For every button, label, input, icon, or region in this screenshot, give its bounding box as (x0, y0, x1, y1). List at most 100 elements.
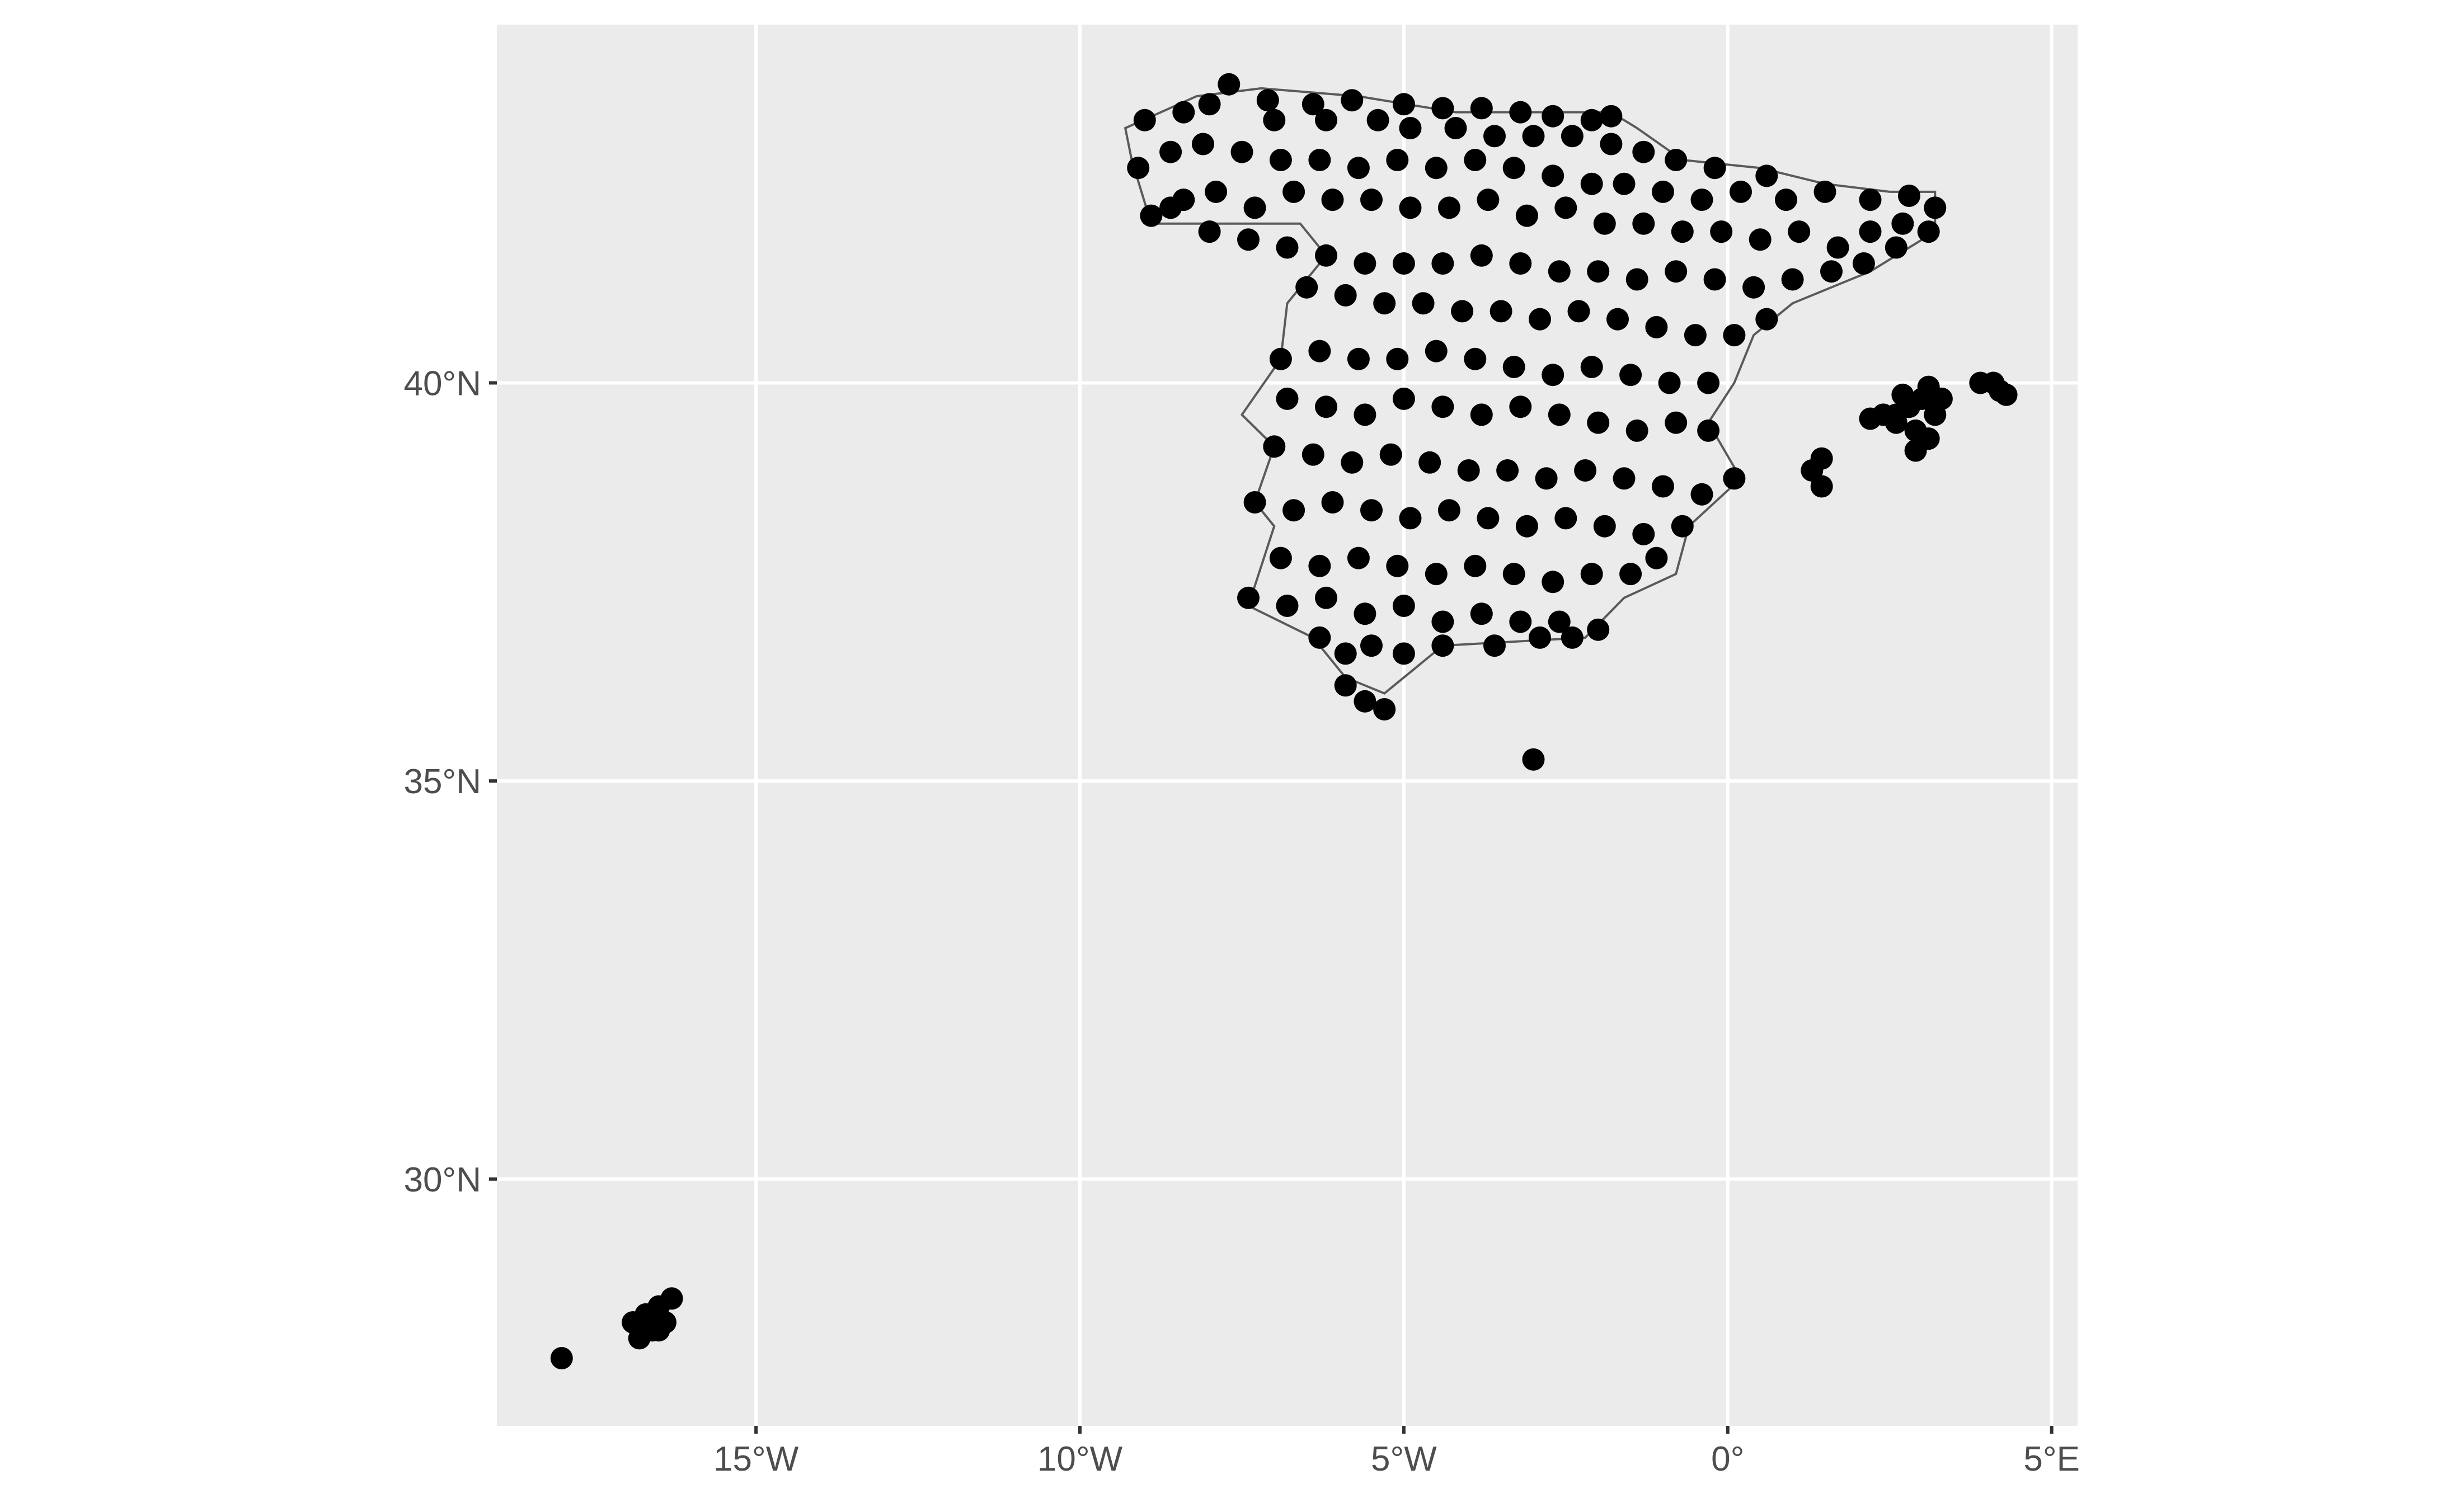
data-point (1425, 340, 1448, 362)
data-point (1561, 626, 1584, 649)
x-tick-label: 5°E (2023, 1440, 2080, 1478)
data-point (550, 1347, 573, 1369)
data-point (1587, 260, 1610, 283)
data-point (1710, 220, 1733, 243)
data-point (1399, 507, 1422, 530)
data-point (1172, 101, 1195, 124)
plot-panel-background (497, 25, 2078, 1426)
data-point (1237, 586, 1260, 609)
data-point (1548, 610, 1571, 633)
data-point (1548, 403, 1571, 426)
data-point (1755, 164, 1778, 187)
data-point (1269, 547, 1292, 569)
data-point (1308, 149, 1331, 171)
data-point (1140, 204, 1163, 227)
data-point (1775, 189, 1797, 211)
data-point (1665, 260, 1688, 283)
data-point (1218, 73, 1241, 96)
data-point (1671, 220, 1694, 243)
data-point (1625, 419, 1648, 442)
data-point (1600, 133, 1623, 156)
data-point (1315, 395, 1337, 418)
data-point (1684, 324, 1707, 347)
data-point (1665, 149, 1688, 171)
data-point (1347, 547, 1370, 569)
x-tick-label: 15°W (713, 1440, 799, 1478)
data-point (1522, 125, 1545, 148)
data-point (1859, 189, 1882, 211)
data-point (1386, 149, 1409, 171)
data-point (1237, 228, 1260, 251)
data-point (1625, 268, 1648, 291)
data-point (1470, 97, 1493, 120)
data-point (1308, 340, 1331, 362)
data-point (1425, 563, 1448, 586)
data-point (1360, 634, 1383, 657)
data-point (1904, 439, 1927, 462)
data-point (1742, 276, 1765, 299)
data-point (1496, 459, 1519, 482)
data-point (1542, 164, 1564, 187)
data-point (1230, 140, 1253, 163)
data-point (1444, 117, 1467, 139)
data-point (1645, 547, 1668, 569)
x-tick-label: 5°W (1371, 1440, 1437, 1478)
data-point (1917, 375, 1940, 398)
data-point (1898, 185, 1920, 207)
data-point (1820, 260, 1843, 283)
data-point (1276, 387, 1299, 410)
data-point (1334, 674, 1357, 697)
data-point (1490, 300, 1512, 323)
data-point (1810, 475, 1833, 498)
data-point (1749, 228, 1772, 251)
data-point (1360, 189, 1383, 211)
data-point (1451, 300, 1474, 323)
data-point (1127, 157, 1150, 180)
data-point (1600, 105, 1623, 128)
data-point (1321, 189, 1344, 211)
data-point (1192, 133, 1214, 156)
y-tick-label: 35°N (403, 762, 481, 801)
data-point (1593, 212, 1616, 235)
data-point (1392, 93, 1415, 116)
data-point (1535, 467, 1558, 490)
data-point (1995, 383, 2018, 406)
data-point (1418, 451, 1441, 474)
data-point (1509, 252, 1532, 275)
data-point (1282, 499, 1305, 522)
data-point (1133, 109, 1156, 131)
data-point (1425, 157, 1448, 180)
data-point (1354, 252, 1376, 275)
data-point (1502, 157, 1525, 180)
data-point (1567, 300, 1590, 323)
data-point (1593, 515, 1616, 538)
data-point (1276, 236, 1299, 259)
data-point (1885, 236, 1907, 259)
data-point (1554, 196, 1577, 219)
data-point (1548, 260, 1571, 283)
data-point (1399, 196, 1422, 219)
data-point (1509, 610, 1532, 633)
data-point (1159, 140, 1182, 163)
data-point (1159, 196, 1182, 219)
data-point (628, 1327, 651, 1350)
data-point (1477, 507, 1500, 530)
data-point (1730, 180, 1752, 203)
data-point (1554, 507, 1577, 530)
data-point (1354, 690, 1376, 713)
data-point (1852, 252, 1875, 275)
data-point (1341, 89, 1364, 112)
data-point (1470, 244, 1493, 267)
data-point (1354, 602, 1376, 625)
data-point (1652, 180, 1674, 203)
data-point (1263, 109, 1286, 131)
data-points (550, 73, 2018, 1369)
data-point (1542, 364, 1564, 387)
data-point (1529, 308, 1551, 331)
data-point (1392, 642, 1415, 665)
data-point (1652, 475, 1674, 498)
data-point (1263, 435, 1286, 458)
data-point (1464, 554, 1487, 577)
data-point (1515, 515, 1538, 538)
